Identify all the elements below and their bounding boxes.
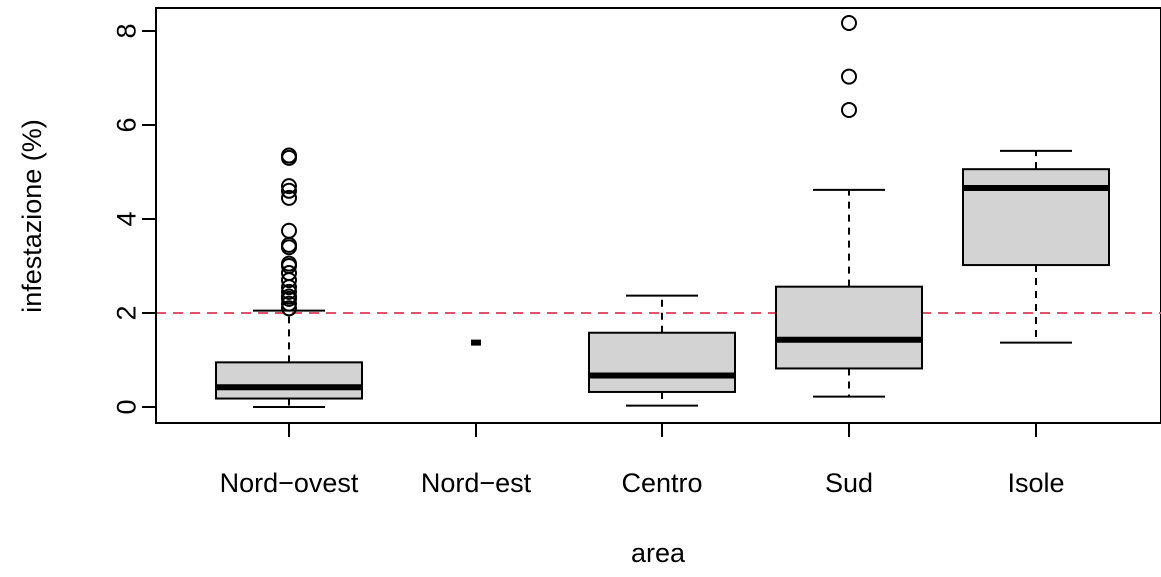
outlier-point-13 xyxy=(281,189,297,206)
box-iqr xyxy=(588,331,736,393)
box-group-0 xyxy=(215,147,363,408)
outlier-point-9 xyxy=(281,255,297,272)
x-tick-label-1: Nord−est xyxy=(421,468,532,498)
y-tick-label-2: 2 xyxy=(111,305,141,320)
box-group-2 xyxy=(588,294,736,407)
outlier-point-0 xyxy=(841,101,857,118)
y-tick-label-8: 8 xyxy=(111,23,141,38)
outlier-point-12 xyxy=(281,222,297,239)
x-tick-label-0: Nord−ovest xyxy=(220,468,359,498)
outlier-point-3 xyxy=(281,288,297,305)
box-group-4 xyxy=(962,149,1110,344)
outlier-point-1 xyxy=(841,68,857,85)
box-iqr xyxy=(962,168,1110,267)
y-tick-label-4: 4 xyxy=(111,211,141,226)
y-axis: 0 2 4 6 8 xyxy=(111,23,157,415)
outlier-point-7 xyxy=(281,265,297,282)
outlier-point-15 xyxy=(281,178,297,195)
boxes-layer xyxy=(215,15,1110,408)
outlier-point-4 xyxy=(281,283,297,300)
outlier-point-17 xyxy=(281,147,297,164)
outlier-point-14 xyxy=(281,182,297,199)
outlier-point-0 xyxy=(281,300,297,317)
box-group-3 xyxy=(775,15,923,398)
x-tick-label-3: Sud xyxy=(825,468,873,498)
y-tick-label-0: 0 xyxy=(111,399,141,414)
x-axis: Nord−ovest Nord−est Centro Sud Isole xyxy=(220,422,1065,498)
x-tick-label-4: Isole xyxy=(1007,468,1064,498)
box-iqr xyxy=(775,285,923,370)
outlier-point-2 xyxy=(841,15,857,32)
x-tick-label-2: Centro xyxy=(621,468,702,498)
outlier-point-1 xyxy=(281,295,297,312)
x-axis-label: area xyxy=(631,538,686,568)
y-tick-label-6: 6 xyxy=(111,117,141,132)
box-iqr xyxy=(215,361,363,400)
y-axis-label: infestazione (%) xyxy=(17,119,47,313)
